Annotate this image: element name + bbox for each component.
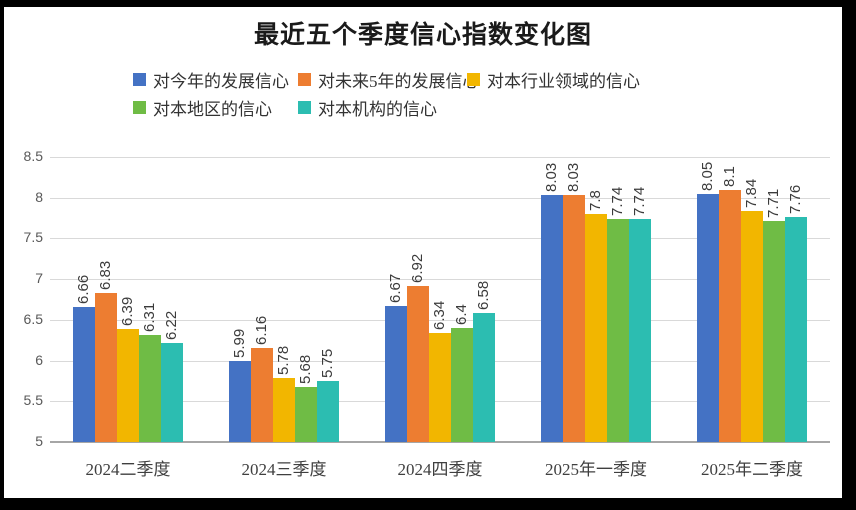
legend-item-3: 对本行业领域的信心 (467, 69, 640, 91)
bar-value-label: 5.75 (319, 348, 336, 378)
bar-value-label: 8.05 (699, 161, 716, 191)
bar-2025年二季度-s2 (719, 189, 741, 442)
bar-value-label: 7.76 (787, 185, 804, 215)
y-axis-tick-label: 5 (35, 433, 43, 449)
bar-2024二季度-s3 (117, 328, 139, 442)
legend-swatch-icon (298, 100, 311, 114)
x-axis-category-label: 2024四季度 (397, 460, 483, 479)
bar-value-label: 6.34 (431, 300, 448, 330)
bar-2024四季度-s4 (451, 328, 473, 442)
bar-2025年一季度-s5 (629, 218, 651, 442)
bar-2024三季度-s2 (251, 347, 273, 442)
y-axis-tick-label: 8 (35, 188, 43, 205)
y-axis-tick-label: 6 (35, 351, 43, 368)
bar-value-label: 7.8 (587, 190, 604, 211)
bar-2025年一季度-s1 (541, 195, 563, 442)
bar-2025年二季度-s3 (741, 210, 763, 442)
chart-title: 最近五个季度信心指数变化图 (253, 22, 592, 49)
bar-2024四季度-s2 (407, 285, 429, 442)
bar-2025年一季度-s4 (607, 218, 629, 442)
bar-2025年二季度-s5 (785, 217, 807, 442)
bar-2024二季度-s2 (95, 292, 117, 442)
bar-2025年一季度-s2 (563, 195, 585, 442)
bar-value-label: 5.68 (297, 354, 314, 384)
bar-2024三季度-s3 (273, 378, 295, 442)
bar-2024四季度-s3 (429, 332, 451, 442)
legend-label: 对本机构的信心 (318, 99, 437, 119)
bar-2024四季度-s1 (385, 306, 407, 442)
legend-label: 对本行业领域的信心 (487, 71, 640, 91)
bar-2024二季度-s5 (161, 342, 183, 442)
bar-value-label: 6.22 (163, 310, 180, 340)
y-axis-tick-label: 6.5 (23, 310, 43, 327)
bar-2024二季度-s4 (139, 335, 161, 442)
bar-value-label: 5.78 (275, 346, 292, 376)
bar-value-label: 6.83 (97, 260, 114, 290)
legend-item-4: 对本地区的信心 (133, 97, 272, 119)
bar-value-label: 5.99 (231, 329, 248, 359)
y-axis-tick-label: 5.5 (23, 392, 43, 409)
bar-value-label: 7.74 (609, 186, 626, 216)
chart-plot-area: 5 5.5 6 6.5 7 7.5 8 8.5 6.66 6.83 6.39 6.31 6.22 2024… (4, 7, 842, 498)
bar-value-label: 6.4 (453, 304, 470, 325)
bar-value-label: 7.74 (631, 186, 648, 216)
bar-2024三季度-s1 (229, 361, 251, 442)
bar-2025年二季度-s1 (697, 193, 719, 442)
bar-value-label: 6.58 (475, 281, 492, 311)
bar-value-label: 6.31 (141, 303, 158, 333)
y-axis-tick-label: 7 (35, 270, 43, 287)
legend-label: 对未来5年的发展信心 (318, 71, 480, 91)
gridline (50, 238, 830, 240)
x-axis-line (50, 441, 830, 443)
gridline (50, 197, 830, 199)
bar-value-label: 8.03 (565, 163, 582, 193)
gridline (50, 279, 830, 281)
bar-value-label: 6.39 (119, 296, 136, 326)
legend-label: 对本地区的信心 (153, 99, 272, 119)
bar-value-label: 8.1 (721, 165, 738, 187)
x-axis-category-label: 2025年二季度 (701, 460, 803, 479)
legend-label: 对今年的发展信心 (153, 71, 289, 91)
chart-legend: 对今年的发展信心 对未来5年的发展信心 对本行业领域的信心对本地区的信心 对本机构的信… (4, 7, 842, 137)
bar-value-label: 7.84 (743, 178, 760, 208)
chart-canvas: 最近五个季度信心指数变化图 对今年的发展信心 对未来5年的发展信心 对本行业领域的信… (4, 7, 842, 498)
legend-item-1: 对今年的发展信心 (133, 69, 289, 91)
bar-2024二季度-s1 (73, 306, 95, 442)
bar-2025年一季度-s3 (585, 214, 607, 442)
bar-value-label: 7.71 (765, 189, 782, 219)
x-axis-category-label: 2024二季度 (85, 460, 171, 479)
legend-swatch-icon (133, 72, 146, 86)
legend-item-5: 对本机构的信心 (298, 97, 437, 119)
legend-swatch-icon (133, 100, 146, 114)
gridline (50, 319, 830, 321)
bar-2024三季度-s5 (317, 380, 339, 442)
legend-swatch-icon (298, 72, 311, 86)
gridline (50, 157, 830, 158)
legend-item-2: 对未来5年的发展信心 (298, 69, 480, 91)
bar-2025年二季度-s4 (763, 221, 785, 442)
x-axis-category-label: 2025年一季度 (545, 460, 647, 479)
bar-2024四季度-s5 (473, 313, 495, 442)
bar-value-label: 8.03 (543, 163, 560, 193)
bar-value-label: 6.92 (409, 253, 426, 283)
y-axis-tick-label: 7.5 (23, 229, 43, 246)
x-axis-category-label: 2024三季度 (241, 460, 327, 479)
y-axis-tick-label: 8.5 (23, 148, 43, 164)
bar-value-label: 6.66 (75, 274, 92, 304)
bar-value-label: 6.16 (253, 315, 270, 345)
bar-2024三季度-s4 (295, 386, 317, 442)
bar-value-label: 6.67 (387, 273, 404, 303)
legend-swatch-icon (467, 72, 480, 86)
